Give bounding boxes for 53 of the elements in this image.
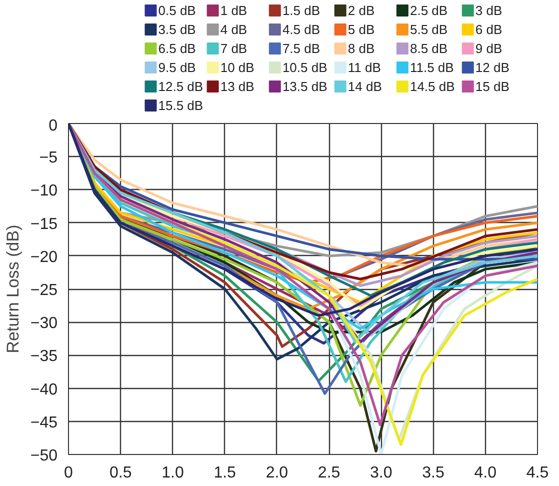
legend-label: 15.5 dB: [158, 98, 204, 113]
legend-label: 6.5 dB: [158, 41, 196, 56]
legend-label: 10 dB: [220, 60, 254, 75]
x-tick-label: 2.5: [318, 464, 340, 482]
legend-label: 15 dB: [475, 79, 510, 94]
legend-label: 9.5 dB: [158, 60, 196, 75]
y-tick-label: −20: [30, 248, 58, 266]
legend-label: 10.5 dB: [282, 60, 328, 75]
legend-label: 14.5 dB: [410, 79, 455, 94]
x-tick-label: 1.0: [162, 464, 184, 482]
legend-label: 1 dB: [220, 3, 248, 18]
x-tick-label: 3.5: [422, 464, 444, 482]
legend-label: 3 dB: [475, 3, 502, 18]
legend-label: 4.5 dB: [282, 22, 320, 37]
y-tick-label: −35: [30, 348, 58, 366]
legend-label: 8 dB: [348, 41, 375, 56]
x-tick-label: 2.0: [266, 464, 288, 482]
y-tick-label: −45: [30, 414, 58, 432]
legend-label: 14 dB: [348, 79, 382, 94]
legend-label: 7.5 dB: [282, 41, 320, 56]
x-tick-label: 3.0: [370, 464, 392, 482]
legend-label: 4 dB: [220, 22, 248, 37]
legend-label: 2 dB: [348, 3, 375, 18]
legend-label: 6 dB: [475, 22, 502, 37]
x-tick-label: 4.0: [474, 464, 497, 482]
x-tick-label: 4.5: [526, 464, 549, 482]
legend-label: 5.5 dB: [410, 22, 448, 37]
legend-label: 13.5 dB: [282, 79, 328, 94]
x-tick-label: 1.5: [214, 464, 236, 482]
legend-label: 7 dB: [220, 41, 248, 56]
x-tick-label: 0.5: [109, 464, 132, 482]
legend-label: 3.5 dB: [158, 22, 196, 37]
legend-label: 0.5 dB: [158, 3, 196, 18]
legend-label: 11 dB: [348, 60, 381, 75]
y-tick-label: −30: [30, 315, 58, 332]
y-tick-label: −10: [30, 182, 58, 200]
legend-label: 1.5 dB: [282, 3, 320, 18]
x-tick-label: 0: [64, 464, 74, 482]
legend-label: 2.5 dB: [410, 3, 448, 18]
y-axis-title: Return Loss (dB): [3, 224, 22, 354]
y-tick-label: −25: [30, 282, 58, 299]
y-tick-label: −15: [30, 216, 58, 233]
y-tick-label: −5: [39, 150, 58, 167]
legend-label: 13 dB: [220, 79, 254, 94]
y-tick-label: 0: [48, 118, 58, 134]
legend-label: 8.5 dB: [410, 41, 448, 56]
legend-label: 5 dB: [348, 22, 375, 37]
legend-label: 9 dB: [475, 41, 502, 56]
legend-label: 12 dB: [475, 60, 510, 75]
legend-label: 12.5 dB: [158, 79, 204, 94]
y-tick-label: −40: [30, 381, 58, 398]
legend-label: 11.5 dB: [410, 60, 454, 75]
y-tick-label: −50: [30, 448, 58, 464]
